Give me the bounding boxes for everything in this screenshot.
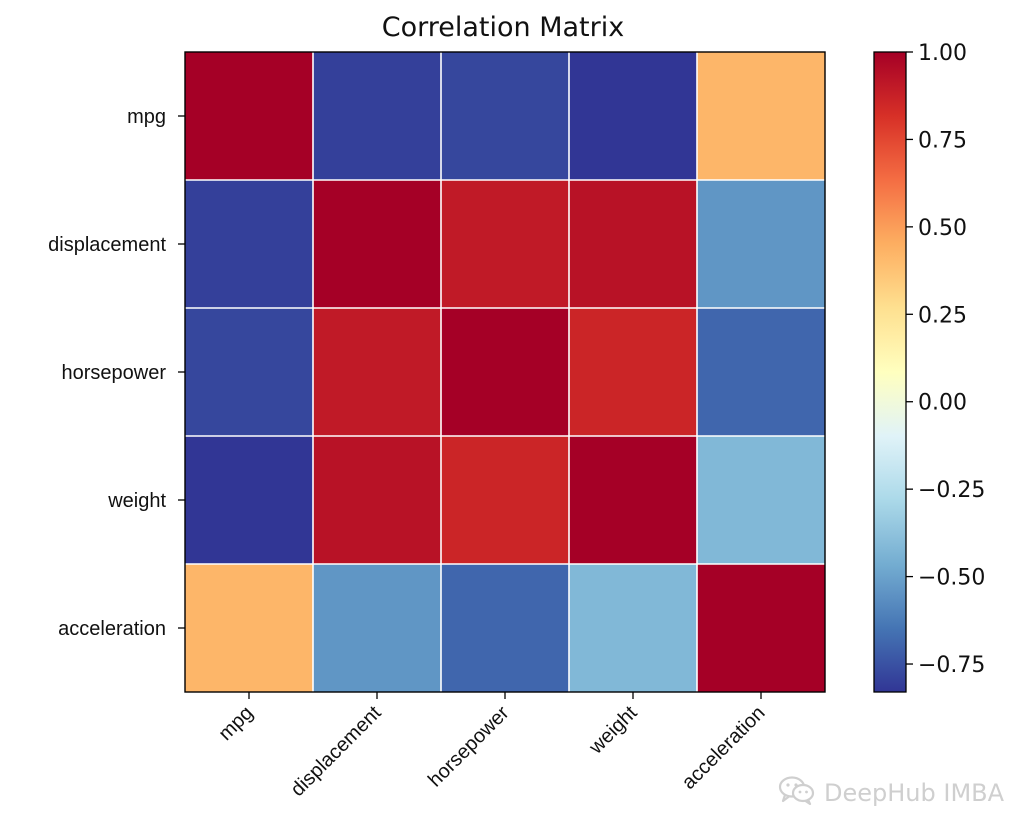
heatmap-cell-horsepower-weight	[569, 308, 697, 436]
colorbar-tick-label: 1.00	[918, 41, 967, 66]
y-tick-label-mpg: mpg	[127, 106, 166, 128]
heatmap-cell-horsepower-acceleration	[697, 308, 825, 436]
x-tick-label-weight: weight	[584, 702, 641, 759]
heatmap-cell-displacement-mpg	[185, 180, 313, 308]
colorbar-tick-label: −0.50	[918, 566, 985, 591]
heatmap-cell-acceleration-acceleration	[697, 564, 825, 692]
chart-title: Correlation Matrix	[382, 12, 624, 43]
heatmap-cell-weight-acceleration	[697, 436, 825, 564]
y-tick-label-acceleration: acceleration	[58, 618, 166, 640]
heatmap-cell-mpg-weight	[569, 52, 697, 180]
heatmap-cell-displacement-horsepower	[441, 180, 569, 308]
heatmap-cell-weight-displacement	[313, 436, 441, 564]
heatmap-cell-displacement-weight	[569, 180, 697, 308]
colorbar-tick-label: 0.75	[918, 128, 967, 153]
heatmap-cell-mpg-horsepower	[441, 52, 569, 180]
heatmap-cell-acceleration-displacement	[313, 564, 441, 692]
y-tick-label-displacement: displacement	[48, 234, 166, 256]
heatmap-cell-acceleration-horsepower	[441, 564, 569, 692]
heatmap-cell-horsepower-horsepower	[441, 308, 569, 436]
x-tick-label-horsepower: horsepower	[424, 702, 514, 792]
heatmap-gridlines	[185, 52, 825, 692]
x-axis: mpg displacement horsepower weight accelerat…	[214, 692, 770, 801]
heatmap-cell-weight-mpg	[185, 436, 313, 564]
watermark-text: DeepHub IMBA	[824, 779, 1005, 807]
colorbar-tick-label: 0.00	[918, 391, 967, 416]
heatmap-cell-displacement-acceleration	[697, 180, 825, 308]
heatmap-cell-mpg-mpg	[185, 52, 313, 180]
heatmap-cell-displacement-displacement	[313, 180, 441, 308]
heatmap-cell-mpg-acceleration	[697, 52, 825, 180]
colorbar-tick-label: −0.75	[918, 653, 985, 678]
heatmap-cell-weight-horsepower	[441, 436, 569, 564]
heatmap-cells	[185, 52, 825, 692]
colorbar	[873, 51, 907, 693]
x-tick-label-mpg: mpg	[214, 702, 257, 745]
heatmap-cell-mpg-displacement	[313, 52, 441, 180]
heatmap-cell-horsepower-mpg	[185, 308, 313, 436]
colorbar-axis: 1.00 0.75 0.50 0.25 0.00 −0.25 −0.50 −0.75	[906, 41, 985, 678]
y-tick-label-weight: weight	[107, 490, 166, 512]
watermark: DeepHub IMBA	[778, 775, 1004, 811]
x-tick-label-acceleration: acceleration	[678, 702, 770, 794]
colorbar-tick-label: 0.50	[918, 216, 967, 241]
x-tick-label-displacement: displacement	[287, 702, 386, 801]
y-axis: mpg displacement horsepower weight accelerat…	[48, 106, 185, 640]
colorbar-tick-label: −0.25	[918, 478, 985, 503]
y-tick-label-horsepower: horsepower	[61, 362, 166, 384]
colorbar-tick-label: 0.25	[918, 303, 967, 328]
heatmap-cell-acceleration-mpg	[185, 564, 313, 692]
heatmap-cell-acceleration-weight	[569, 564, 697, 692]
heatmap-cell-horsepower-displacement	[313, 308, 441, 436]
wechat-icon	[778, 775, 816, 811]
heatmap-cell-weight-weight	[569, 436, 697, 564]
